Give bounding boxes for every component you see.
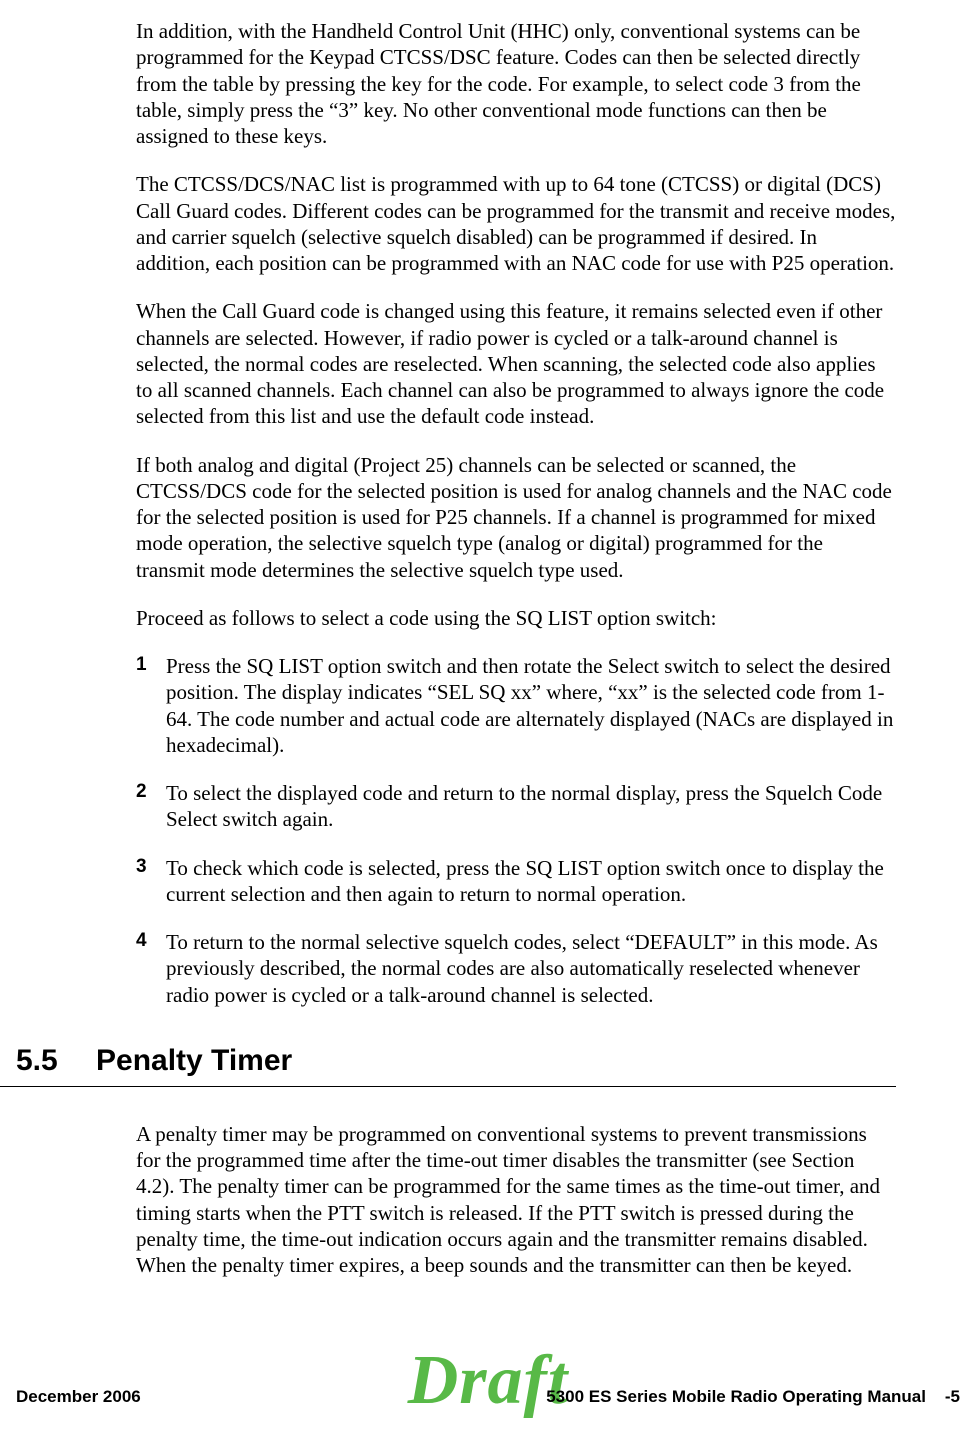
section-number: 5.5 <box>16 1044 96 1078</box>
list-item-number: 3 <box>136 855 166 908</box>
list-item-text: To select the displayed code and return … <box>166 780 896 833</box>
list-item-number: 4 <box>136 929 166 1008</box>
body-paragraph: If both analog and digital (Project 25) … <box>136 452 896 583</box>
page: In addition, with the Handheld Control U… <box>0 0 976 1433</box>
list-item: 1 Press the SQ LIST option switch and th… <box>136 653 896 758</box>
draft-watermark: Draft <box>408 1341 569 1421</box>
section-header-row: 5.5 Penalty Timer <box>0 1044 896 1078</box>
list-item: 2 To select the displayed code and retur… <box>136 780 896 833</box>
list-item-text: To check which code is selected, press t… <box>166 855 896 908</box>
body-paragraph: Proceed as follows to select a code usin… <box>136 605 896 631</box>
body-paragraph: A penalty timer may be programmed on con… <box>136 1121 896 1279</box>
list-item: 3 To check which code is selected, press… <box>136 855 896 908</box>
body-paragraph: When the Call Guard code is changed usin… <box>136 298 896 429</box>
footer-date: December 2006 <box>16 1387 141 1407</box>
section-header: 5.5 Penalty Timer <box>0 1044 896 1087</box>
list-item-text: Press the SQ LIST option switch and then… <box>166 653 896 758</box>
list-item-number: 1 <box>136 653 166 758</box>
body-paragraph: The CTCSS/DCS/NAC list is programmed wit… <box>136 171 896 276</box>
section-title: Penalty Timer <box>96 1044 292 1078</box>
list-item-number: 2 <box>136 780 166 833</box>
page-footer: December 2006 5300 ES Series Mobile Radi… <box>16 1387 960 1407</box>
footer-manual-title: 5300 ES Series Mobile Radio Operating Ma… <box>546 1387 960 1407</box>
section-rule <box>0 1086 896 1087</box>
list-item: 4 To return to the normal selective sque… <box>136 929 896 1008</box>
numbered-list: 1 Press the SQ LIST option switch and th… <box>136 653 896 1008</box>
list-item-text: To return to the normal selective squelc… <box>166 929 896 1008</box>
body-paragraph: In addition, with the Handheld Control U… <box>136 18 896 149</box>
